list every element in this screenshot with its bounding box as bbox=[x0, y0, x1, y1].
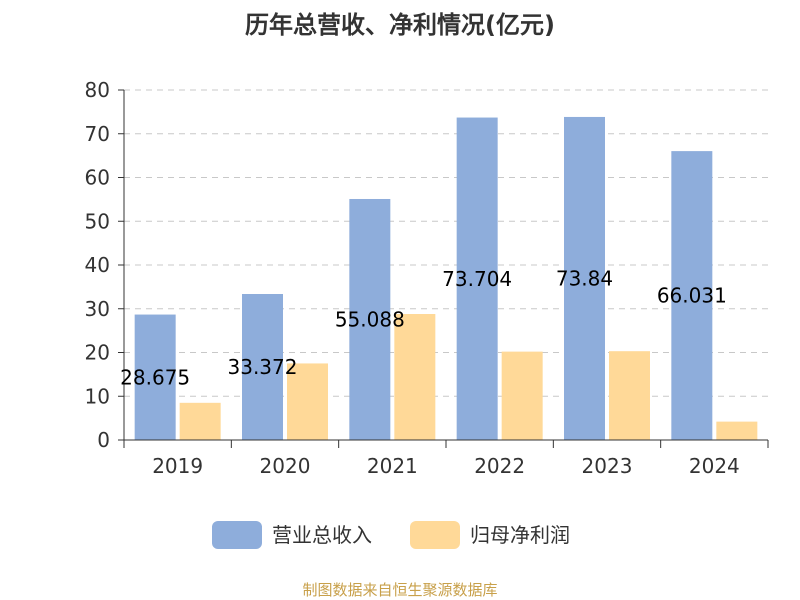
y-tick-label: 30 bbox=[85, 297, 110, 321]
y-tick-label: 0 bbox=[97, 428, 110, 452]
axes: 0 10 20 30 40 50 60 70 80 2019 2020 2021 2022 2023 202… bbox=[85, 78, 769, 478]
revenue-bar bbox=[671, 151, 713, 440]
source-note: 制图数据来自恒生聚源数据库 bbox=[302, 581, 497, 599]
bars bbox=[134, 116, 758, 441]
y-tick-label: 50 bbox=[85, 209, 110, 233]
legend-label: 营业总收入 bbox=[272, 523, 372, 547]
revenue-bar bbox=[349, 198, 391, 440]
chart-title: 历年总营收、净利情况(亿元) bbox=[245, 11, 555, 39]
legend-item-net-profit: 归母净利润 bbox=[410, 521, 570, 549]
legend-item-revenue: 营业总收入 bbox=[212, 521, 372, 549]
net-profit-bar bbox=[287, 363, 328, 440]
revenue-data-label: 66.031 bbox=[657, 284, 727, 308]
net-profit-bar bbox=[394, 314, 436, 440]
legend-label: 归母净利润 bbox=[470, 523, 570, 547]
y-tick-label: 10 bbox=[85, 384, 110, 408]
x-tick-label: 2023 bbox=[582, 454, 633, 478]
x-tick-label: 2024 bbox=[689, 454, 740, 478]
x-tick-label: 2020 bbox=[260, 454, 311, 478]
x-tick-label: 2021 bbox=[367, 454, 418, 478]
legend-swatch bbox=[212, 521, 262, 549]
legend-swatch bbox=[410, 521, 460, 549]
y-tick-label: 20 bbox=[85, 341, 110, 365]
revenue-data-label: 33.372 bbox=[228, 355, 298, 379]
revenue-bar bbox=[134, 314, 176, 440]
y-tick-label: 70 bbox=[85, 122, 110, 146]
net-profit-bar bbox=[179, 402, 221, 440]
revenue-data-label: 55.088 bbox=[335, 307, 405, 331]
revenue-data-label: 28.675 bbox=[120, 365, 190, 389]
net-profit-bar bbox=[716, 421, 758, 440]
revenue-data-label: 73.84 bbox=[556, 266, 613, 290]
y-tick-label: 80 bbox=[85, 78, 110, 102]
revenue-bar bbox=[564, 116, 605, 440]
revenue-data-label: 73.704 bbox=[442, 267, 512, 291]
x-tick-label: 2019 bbox=[152, 454, 203, 478]
y-tick-label: 60 bbox=[85, 166, 110, 190]
x-tick-label: 2022 bbox=[474, 454, 525, 478]
revenue-bar bbox=[456, 117, 498, 441]
grid-lines bbox=[124, 89, 768, 397]
legend: 营业总收入 归母净利润 bbox=[212, 521, 570, 549]
y-tick-label: 40 bbox=[85, 253, 110, 277]
data-labels: 28.675 33.372 55.088 73.704 73.84 66.031 bbox=[120, 266, 727, 389]
revenue-bar bbox=[242, 293, 283, 440]
net-profit-bar bbox=[609, 351, 650, 440]
net-profit-bar bbox=[501, 351, 543, 440]
